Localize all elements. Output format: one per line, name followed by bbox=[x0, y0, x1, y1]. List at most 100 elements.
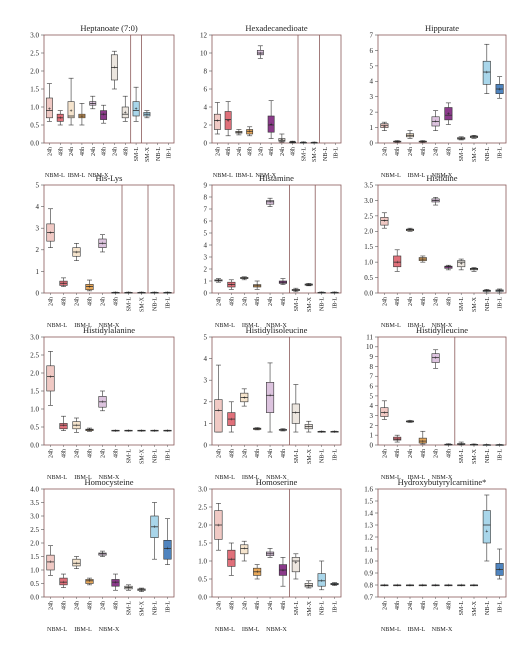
box-4: + bbox=[253, 280, 262, 290]
box-8: + bbox=[304, 282, 313, 288]
x-tick-label: SM-X bbox=[472, 600, 478, 616]
x-tick-label: 48h bbox=[255, 297, 261, 306]
mean-marker: + bbox=[237, 130, 240, 136]
x-tick-label: IB-L bbox=[498, 449, 504, 461]
group-label: IBM-L bbox=[408, 322, 426, 329]
x-tick-label: 48h bbox=[248, 147, 254, 156]
x-tick-label: 48h bbox=[446, 601, 452, 610]
group-label: NBM-X bbox=[432, 172, 453, 179]
box-iqr bbox=[121, 106, 129, 119]
y-tick-label: 2.0 bbox=[30, 539, 39, 547]
x-tick-label: 24h bbox=[101, 601, 107, 610]
x-tick-label: NB-L bbox=[156, 147, 162, 161]
box-iqr bbox=[224, 111, 232, 130]
x-tick-label: 48h bbox=[395, 449, 401, 458]
box-iqr bbox=[291, 557, 300, 573]
mean-marker: + bbox=[473, 583, 476, 589]
y-tick-label: 11 bbox=[366, 333, 373, 341]
mean-marker: + bbox=[166, 428, 169, 434]
chart-title: Hydroxybutyrylcarnitine* bbox=[398, 477, 487, 487]
mean-marker: + bbox=[473, 267, 476, 273]
x-tick-label: 24h bbox=[242, 297, 248, 306]
x-tick-label: 48h bbox=[88, 297, 94, 306]
box-7: + bbox=[457, 136, 466, 142]
x-tick-label: 24h bbox=[434, 147, 440, 156]
chart-panel-2: Hexadecanedioate024681012++++++++++24h48… bbox=[200, 23, 342, 179]
box-iqr bbox=[482, 510, 491, 544]
box-iqr bbox=[132, 101, 140, 117]
y-tick-label: 4 bbox=[204, 103, 208, 111]
x-tick-label: 48h bbox=[123, 147, 129, 156]
box-6: + bbox=[278, 557, 287, 587]
group-label: NBM-L bbox=[45, 172, 65, 179]
x-tick-label: 24h bbox=[258, 147, 264, 156]
y-tick-label: 1 bbox=[36, 268, 40, 276]
chart-title: Hippurate bbox=[425, 23, 459, 33]
y-tick-label: 2.0 bbox=[30, 67, 39, 75]
chart-panel-10: Homocysteine 0.0 0.5 1.0 1.5 2.0 2.5 3.0 3.5 4.0 +… bbox=[30, 477, 175, 633]
box-2: + bbox=[227, 401, 236, 433]
box-1: + bbox=[214, 278, 223, 284]
y-tick-label: 1.0 bbox=[30, 103, 39, 111]
plot-frame bbox=[377, 488, 507, 598]
y-tick-label: 2.5 bbox=[364, 212, 373, 220]
x-tick-label: 24h bbox=[408, 601, 414, 610]
mean-marker: + bbox=[498, 288, 501, 294]
box-1: + bbox=[380, 212, 389, 229]
box-4: + bbox=[85, 428, 94, 434]
chart-title: Histamine bbox=[259, 173, 294, 183]
mean-marker: + bbox=[256, 284, 259, 290]
x-tick-label: 48h bbox=[395, 147, 401, 156]
y-tick-label: 3.5 bbox=[364, 181, 373, 189]
box-iqr bbox=[227, 549, 236, 567]
y-tick-label: 3 bbox=[204, 377, 208, 385]
x-tick-label: NB-L bbox=[485, 147, 491, 161]
mean-marker: + bbox=[294, 288, 297, 294]
group-label: NBM-L bbox=[215, 474, 235, 481]
box-10: + bbox=[495, 548, 504, 580]
box-iqr bbox=[246, 129, 254, 135]
box-9: + bbox=[150, 428, 159, 434]
y-tick-label: 7 bbox=[370, 373, 374, 381]
y-tick-label: 3.0 bbox=[198, 485, 207, 493]
chart-panel-7: Histidylalanine 0.0 0.5 1.0 1.5 2.0 2.5 3.0 + + + +… bbox=[30, 325, 175, 481]
x-tick-label: SM-L bbox=[127, 601, 133, 616]
mean-marker: + bbox=[333, 582, 336, 588]
x-tick-label: 48h bbox=[281, 601, 287, 610]
y-tick-label: 0 bbox=[204, 289, 208, 297]
mean-marker: + bbox=[333, 429, 336, 435]
x-tick-label: 48h bbox=[446, 147, 452, 156]
y-tick-label: 6 bbox=[204, 85, 208, 93]
box-7: + bbox=[291, 553, 300, 580]
y-tick-label: 8 bbox=[204, 67, 208, 75]
group-label: NBM-L bbox=[381, 322, 401, 329]
y-tick-label: 0.0 bbox=[198, 593, 207, 601]
box-4: + bbox=[418, 139, 427, 145]
x-tick-label: 48h bbox=[395, 297, 401, 306]
box-iqr bbox=[266, 200, 275, 205]
x-tick-label: NB-L bbox=[485, 601, 491, 615]
box-9: + bbox=[132, 86, 140, 122]
mean-marker: + bbox=[447, 111, 450, 117]
box-iqr bbox=[482, 60, 491, 85]
box-4: + bbox=[418, 430, 427, 445]
y-tick-label: 1 bbox=[370, 124, 374, 132]
x-tick-label: NB-L bbox=[320, 449, 326, 463]
box-4: + bbox=[418, 583, 427, 589]
mean-marker: + bbox=[396, 139, 399, 145]
mean-marker: + bbox=[243, 276, 246, 282]
chart-panel-5: Histamine0123456789++++++++++24h48h24h48… bbox=[204, 173, 342, 329]
y-tick-label: 9 bbox=[204, 181, 208, 189]
mean-marker: + bbox=[460, 583, 463, 589]
y-tick-label: 2 bbox=[204, 265, 208, 273]
x-tick-label: SM-L bbox=[459, 297, 465, 312]
group-label: NBM-L bbox=[215, 322, 235, 329]
y-tick-label: 3.0 bbox=[30, 512, 39, 520]
x-tick-label: 24h bbox=[49, 297, 55, 306]
mean-marker: + bbox=[102, 112, 105, 118]
box-1: + bbox=[46, 545, 55, 576]
mean-marker: + bbox=[243, 395, 246, 401]
y-tick-label: 1.5 bbox=[198, 539, 207, 547]
mean-marker: + bbox=[259, 51, 262, 57]
mean-marker: + bbox=[216, 118, 219, 124]
